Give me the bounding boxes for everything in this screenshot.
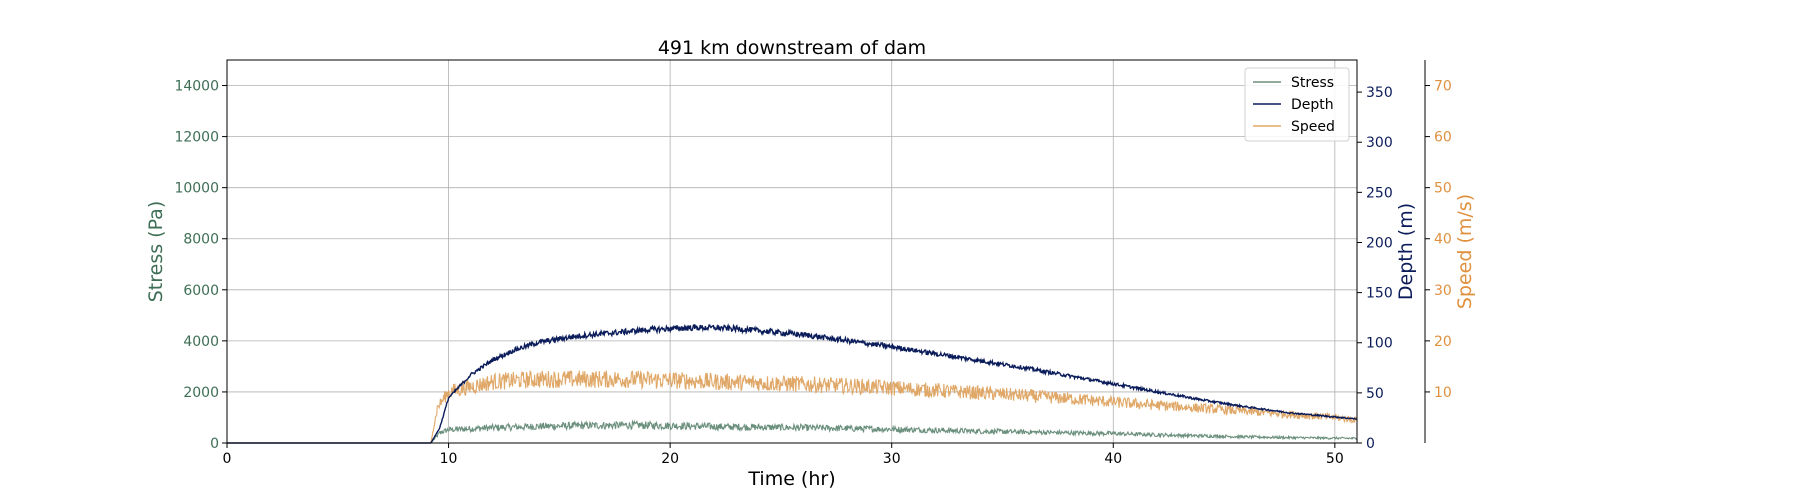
depth-tick-label: 250 bbox=[1366, 185, 1393, 201]
speed-axis-title: Speed (m/s) bbox=[1454, 194, 1476, 309]
axes: 0 10 20 30 40 5002000400060008000100001200014… bbox=[145, 60, 1476, 467]
series-line-speed bbox=[227, 369, 1358, 444]
stress-tick-label: 0 bbox=[210, 436, 219, 452]
stress-tick-label: 8000 bbox=[183, 232, 219, 248]
x-axis-title: Time (hr) bbox=[747, 468, 835, 490]
x-tick-label: 10 bbox=[440, 451, 458, 467]
depth-tick-label: 50 bbox=[1366, 386, 1384, 402]
stress-tick-label: 2000 bbox=[183, 385, 219, 401]
depth-tick-label: 0 bbox=[1366, 436, 1375, 452]
chart-title: 491 km downstream of dam bbox=[658, 37, 926, 59]
speed-tick-label: 60 bbox=[1434, 130, 1452, 146]
speed-tick-label: 50 bbox=[1434, 181, 1452, 197]
speed-tick-label: 20 bbox=[1434, 334, 1452, 350]
stress-tick-label: 12000 bbox=[174, 130, 219, 146]
speed-tick-label: 30 bbox=[1434, 283, 1452, 299]
depth-tick-label: 200 bbox=[1366, 235, 1393, 251]
speed-tick-label: 10 bbox=[1434, 385, 1452, 401]
legend-box bbox=[1244, 67, 1350, 142]
legend-label-depth: Depth bbox=[1291, 97, 1334, 113]
speed-tick-label: 70 bbox=[1434, 79, 1452, 95]
plot-frame bbox=[226, 59, 1358, 444]
grid bbox=[227, 60, 1357, 443]
plot-lines bbox=[227, 323, 1358, 444]
stress-tick-label: 4000 bbox=[183, 334, 219, 350]
depth-tick-label: 300 bbox=[1366, 135, 1393, 151]
x-tick-label: 20 bbox=[661, 451, 679, 467]
depth-tick-label: 150 bbox=[1366, 286, 1393, 302]
x-tick-label: 30 bbox=[883, 451, 901, 467]
depth-axis-title: Depth (m) bbox=[1395, 203, 1417, 300]
x-tick-label: 50 bbox=[1326, 451, 1344, 467]
stress-tick-label: 6000 bbox=[183, 283, 219, 299]
depth-tick-label: 100 bbox=[1366, 336, 1393, 352]
legend-label-stress: Stress bbox=[1291, 75, 1334, 91]
series-line-stress bbox=[227, 419, 1357, 444]
x-tick-label: 0 bbox=[223, 451, 232, 467]
legend-label-speed: Speed bbox=[1291, 119, 1335, 135]
legend: Stress Depth Speed bbox=[1244, 67, 1350, 142]
speed-tick-label: 40 bbox=[1434, 232, 1452, 248]
stress-tick-label: 10000 bbox=[174, 181, 219, 197]
stress-tick-label: 14000 bbox=[174, 79, 219, 95]
x-tick-label: 40 bbox=[1104, 451, 1122, 467]
stress-axis-title: Stress (Pa) bbox=[145, 201, 167, 303]
depth-tick-label: 350 bbox=[1366, 85, 1393, 101]
